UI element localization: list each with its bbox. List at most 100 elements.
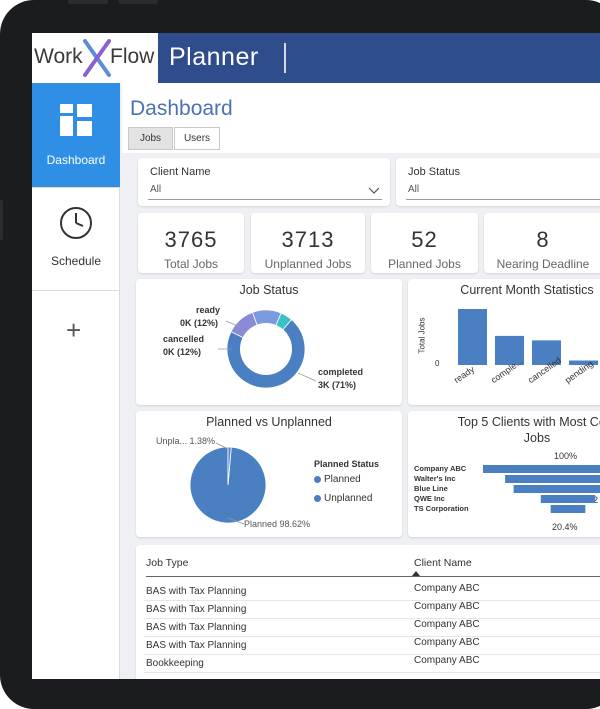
legend-dot	[314, 495, 321, 502]
chart-title: Planned vs Unplanned	[206, 415, 332, 429]
dashboard-grid-icon	[60, 104, 92, 136]
page-title: Dashboard	[130, 97, 233, 120]
funnel-bar-ts-corporation[interactable]	[550, 505, 586, 513]
sidebar-item-label: Dashboard	[46, 153, 106, 167]
client-name-filter: Client Name All	[138, 158, 390, 206]
app-title: Planner	[169, 43, 259, 71]
planned-vs-unplanned-chart: Planned vs Unplanned Unpla... 1.38% Plan…	[136, 411, 402, 537]
funnel-category-label: Company ABC	[414, 464, 467, 473]
sidebar-divider	[32, 187, 120, 188]
tablet-side-button	[0, 200, 3, 240]
table-header-job-type[interactable]: Job Type	[146, 557, 189, 569]
logo-text-work: Work	[34, 45, 83, 68]
kpi-label: Planned Jobs	[388, 257, 461, 271]
pie-label-unplanned: Unpla... 1.38%	[156, 436, 216, 446]
sidebar-divider	[32, 290, 120, 291]
donut-label-completed: completed	[318, 367, 364, 377]
chart-title: Current Month Statistics	[460, 283, 594, 297]
kpi-value: 3713	[281, 227, 335, 252]
kpi-value: 8	[536, 227, 550, 252]
pie-leaders	[215, 442, 245, 525]
cell-job-type: BAS with Tax Planning	[146, 622, 247, 633]
y-tick: 0	[435, 359, 440, 368]
donut-label-cancelled: cancelled	[163, 334, 205, 344]
funnel-bar-company-abc[interactable]	[483, 465, 600, 473]
clock-icon	[60, 207, 92, 239]
cell-client-name: Company ABC	[414, 655, 480, 666]
current-month-statistics-chart: Current Month Statistics Total Jobs 0 re…	[408, 279, 600, 405]
job-status-chart: Job Status ready 0K (12%) cancelled 0K (…	[136, 279, 402, 405]
select-value: All	[150, 184, 162, 195]
chevron-down-icon	[368, 187, 380, 194]
cell-job-type: BAS with Tax Planning	[146, 604, 247, 615]
sidebar-item-dashboard[interactable]: Dashboard	[32, 83, 120, 187]
sidebar-item-label: Schedule	[50, 254, 102, 268]
funnel-bar-blue-line[interactable]	[513, 485, 600, 493]
legend-label: Planned	[324, 474, 361, 485]
screen: Work Flow Planner Dashboard	[32, 33, 600, 679]
kpi-label: Unplanned Jobs	[264, 257, 352, 271]
kpi-card-total-jobs: 3765 Total Jobs	[138, 213, 244, 273]
select-value: All	[408, 184, 420, 195]
legend-label: Unplanned	[324, 493, 373, 504]
table-header-client-name[interactable]: Client Name	[414, 557, 472, 569]
bar-ready[interactable]	[458, 309, 487, 365]
top-clients-chart: Top 5 Clients with Most Com Jobs 100% 20…	[408, 411, 600, 537]
table-row[interactable]: BAS with Tax Planning Company ABC	[144, 637, 600, 655]
sidebar-item-schedule[interactable]: Schedule	[32, 188, 120, 292]
funnel-category-label: Walter's Inc	[414, 474, 456, 483]
filter-label: Client Name	[150, 166, 211, 178]
dashboard-content: Client Name All Job Status All 3765 Tota…	[122, 153, 600, 679]
table-row[interactable]: Bookkeeping Company ABC	[144, 655, 600, 673]
kpi-card-unplanned-jobs: 3713 Unplanned Jobs	[251, 213, 365, 273]
table-header-divider	[146, 576, 600, 577]
cell-client-name: Company ABC	[414, 583, 480, 594]
bar-comple-[interactable]	[495, 335, 524, 365]
logo-text-flow: Flow	[110, 45, 155, 68]
kpi-value: 3765	[164, 227, 218, 252]
kpi-card-nearing-deadline: 8 Nearing Deadline	[484, 213, 600, 273]
funnel-bottom-pct: 20.4%	[552, 522, 578, 532]
bar-cancelled[interactable]	[532, 340, 561, 365]
cell-job-type: Bookkeeping	[146, 658, 204, 669]
funnel-category-label: Blue Line	[414, 484, 448, 493]
bar-pending[interactable]	[569, 360, 598, 365]
kpi-card-planned-jobs: 52 Planned Jobs	[371, 213, 478, 273]
top-bar: Work Flow Planner	[32, 33, 600, 83]
job-status-donut	[226, 309, 306, 389]
sort-asc-icon[interactable]	[412, 571, 420, 576]
funnel-bar-qwe-inc[interactable]	[540, 495, 596, 503]
donut-value-completed: 3K (71%)	[318, 380, 357, 390]
tab-users[interactable]: Users	[174, 127, 220, 150]
pie-slice-unplanned[interactable]	[227, 446, 232, 486]
plus-icon[interactable]: +	[66, 315, 82, 345]
legend-title: Planned Status	[314, 459, 380, 469]
donut-value-cancelled: 0K (12%)	[163, 347, 202, 357]
client-name-select[interactable]: All	[148, 184, 382, 200]
table-row[interactable]: BAS with Tax Planning Company ABC	[144, 601, 600, 619]
funnel-category-label: TS Corporation	[414, 504, 469, 513]
cell-client-name: Company ABC	[414, 619, 480, 630]
table-row[interactable]: BAS with Tax Planning Company ABC	[144, 619, 600, 637]
kpi-label: Total Jobs	[163, 257, 219, 271]
filter-label: Job Status	[408, 166, 460, 178]
header-divider	[284, 43, 286, 73]
funnel-top-pct: 100%	[554, 451, 578, 461]
logo-x-icon	[83, 39, 111, 77]
legend-dot	[314, 476, 321, 483]
chart-title: Job Status	[239, 283, 299, 297]
cell-job-type: BAS with Tax Planning	[146, 640, 247, 651]
donut-label-ready: ready	[196, 305, 221, 315]
cell-job-type: BAS with Tax Planning	[146, 586, 247, 597]
tab-jobs[interactable]: Jobs	[128, 127, 173, 150]
jobs-table: Job Type Client Name BAS with Tax Planni…	[136, 545, 600, 679]
workflow-logo[interactable]: Work Flow	[32, 33, 158, 83]
kpi-label: Nearing Deadline	[496, 257, 590, 271]
table-row[interactable]: BAS with Tax Planning Company ABC	[144, 583, 600, 601]
funnel-bar-walter-s-inc[interactable]	[505, 475, 600, 483]
funnel-bars	[483, 465, 600, 513]
job-status-select[interactable]: All	[406, 184, 600, 200]
sidebar: Dashboard Schedule +	[32, 83, 120, 679]
job-status-filter: Job Status All	[396, 158, 600, 206]
